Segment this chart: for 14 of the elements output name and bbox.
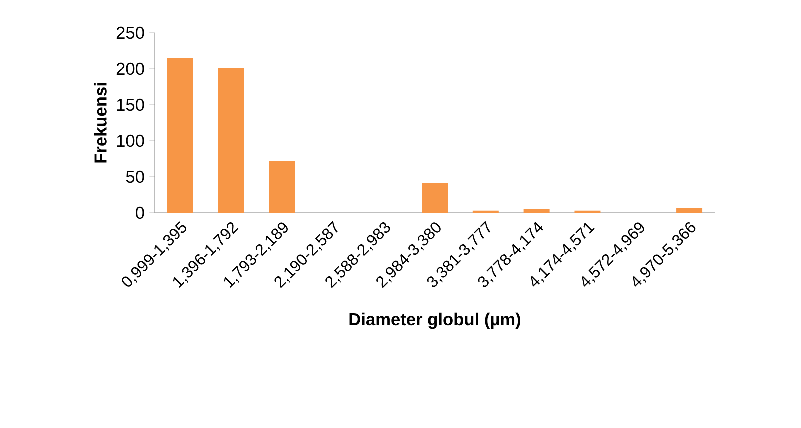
y-tick-label: 50 <box>126 170 144 184</box>
bar <box>524 209 550 213</box>
y-tick-label: 0 <box>136 206 144 220</box>
bar <box>269 161 296 213</box>
y-tick-label: 100 <box>117 134 144 148</box>
y-axis-title: Frekuensi <box>94 83 107 163</box>
bar <box>167 58 194 213</box>
bar <box>422 183 448 213</box>
y-tick-label: 200 <box>116 62 144 76</box>
bar <box>676 208 703 213</box>
y-tick-label: 250 <box>116 26 144 40</box>
x-axis-title: Diameter globul (µm) <box>350 312 520 330</box>
bar <box>218 68 244 213</box>
y-tick-label: 150 <box>117 98 144 112</box>
